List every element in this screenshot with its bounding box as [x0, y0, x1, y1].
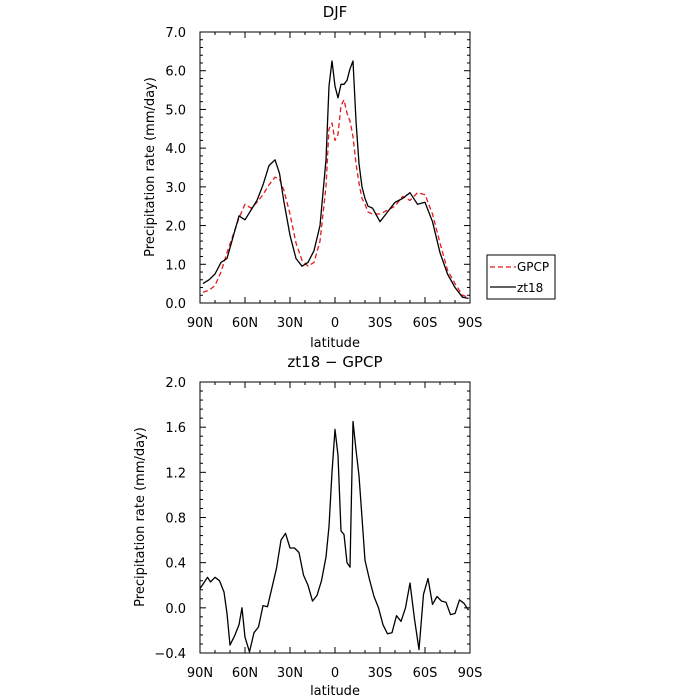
- bottom-plot-frame: [199, 381, 471, 654]
- top-plot-frame: [199, 31, 471, 304]
- bottom-x-tick-label: 0: [331, 666, 339, 681]
- bottom-y-tick-label: 0.0: [165, 602, 186, 617]
- top-y-tick-label: 2.0: [165, 220, 186, 235]
- bottom-axis-ticks: 90N 60N 30N 0 30S 60S 90S −0.4 0.0 0.4 0.8 1.2 1.6 2.…: [154, 376, 482, 681]
- bottom-x-tick-label: 30N: [277, 666, 303, 681]
- legend: GPCP zt18: [486, 254, 556, 300]
- bottom-series-line-difference: [199, 420, 470, 653]
- top-y-axis-label: Precipitation rate (mm/day): [143, 77, 158, 257]
- top-y-tick-label: 0.0: [165, 297, 186, 312]
- top-x-tick-label: 90S: [458, 316, 483, 331]
- bottom-x-tick-label: 30S: [368, 666, 393, 681]
- bottom-x-tick-label: 60S: [413, 666, 438, 681]
- bottom-series-lines: [199, 420, 470, 653]
- bottom-panel: zt18 − GPCP 90N 60N 30N 0 30S 60S 90S −0.4 0.0 0.…: [133, 353, 482, 699]
- bottom-x-tick-label: 90S: [458, 666, 483, 681]
- bottom-y-tick-label: −0.4: [154, 647, 186, 662]
- top-series-line-gpcp: [202, 99, 469, 298]
- top-x-tick-label: 90N: [187, 316, 213, 331]
- bottom-chart-title: zt18 − GPCP: [287, 353, 382, 371]
- bottom-y-tick-label: 1.6: [165, 421, 186, 436]
- top-chart-title: DJF: [323, 3, 348, 21]
- top-x-tick-label: 60N: [232, 316, 258, 331]
- top-panel: DJF 90N 60N 30N 0 30S 60S 90S 0.0 1.0 2.0 3.0 4.0 5.…: [143, 3, 556, 351]
- top-series-line-zt18: [202, 60, 469, 300]
- top-y-tick-label: 7.0: [165, 26, 186, 41]
- bottom-x-axis-label: latitude: [310, 684, 360, 699]
- top-x-tick-label: 0: [331, 316, 339, 331]
- top-y-tick-label: 1.0: [165, 258, 186, 273]
- top-axis-ticks: 90N 60N 30N 0 30S 60S 90S 0.0 1.0 2.0 3.0 4.0 5.0 6.0…: [165, 26, 482, 331]
- bottom-y-axis-label: Precipitation rate (mm/day): [133, 427, 148, 607]
- legend-label-zt18: zt18: [517, 281, 543, 295]
- bottom-x-tick-label: 90N: [187, 666, 213, 681]
- bottom-y-tick-label: 0.8: [165, 512, 186, 527]
- bottom-y-tick-label: 0.4: [165, 557, 186, 572]
- top-x-tick-label: 30N: [277, 316, 303, 331]
- legend-label-gpcp: GPCP: [517, 260, 549, 274]
- bottom-y-tick-label: 1.2: [165, 466, 186, 481]
- top-x-tick-label: 60S: [413, 316, 438, 331]
- top-y-tick-label: 4.0: [165, 142, 186, 157]
- top-series-lines: [202, 60, 469, 300]
- top-y-tick-label: 3.0: [165, 181, 186, 196]
- top-y-tick-label: 6.0: [165, 65, 186, 80]
- top-x-axis-label: latitude: [310, 336, 360, 351]
- legend-box: [486, 254, 556, 300]
- top-x-tick-label: 30S: [368, 316, 393, 331]
- bottom-y-tick-label: 2.0: [165, 376, 186, 391]
- top-y-tick-label: 5.0: [165, 103, 186, 118]
- bottom-x-tick-label: 60N: [232, 666, 258, 681]
